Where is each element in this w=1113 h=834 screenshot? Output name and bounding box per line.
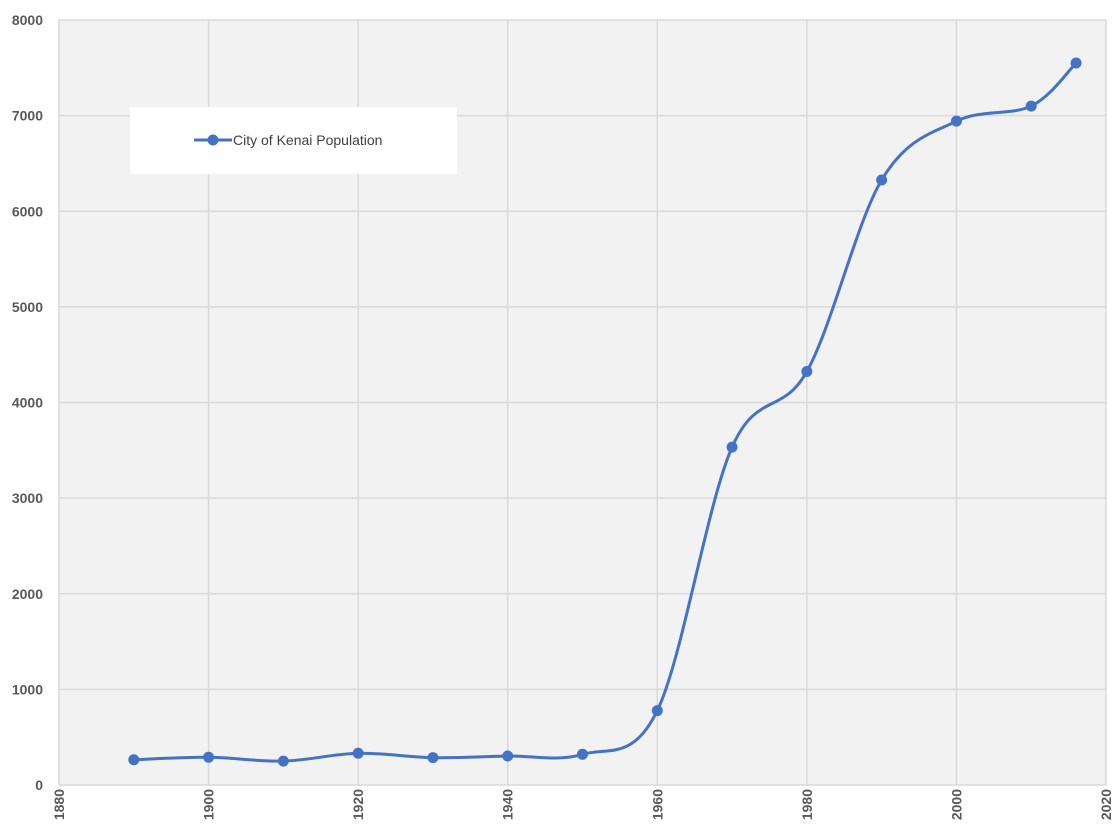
data-point (427, 752, 439, 764)
x-tick-label: 1980 (799, 789, 815, 820)
y-tick-label: 1000 (12, 681, 43, 697)
x-tick-label: 1880 (51, 789, 67, 820)
x-tick-label: 1940 (500, 789, 516, 820)
series-layer (128, 57, 1082, 767)
y-tick-label: 4000 (12, 395, 43, 411)
y-tick-label: 2000 (12, 586, 43, 602)
legend-label: City of Kenai Population (233, 132, 382, 148)
x-tick-label: 1960 (649, 789, 665, 820)
data-point (128, 754, 140, 766)
legend-box (130, 107, 457, 174)
data-point (651, 705, 663, 717)
data-point (203, 751, 215, 763)
y-tick-label: 0 (35, 777, 43, 793)
y-tick-label: 7000 (12, 108, 43, 124)
data-point (726, 441, 738, 453)
data-point (502, 750, 514, 762)
data-point (577, 748, 588, 760)
y-tick-label: 3000 (12, 490, 43, 506)
x-tick-label: 1920 (350, 789, 366, 820)
data-point (950, 115, 962, 127)
x-tick-label: 2020 (1098, 789, 1113, 820)
y-tick-label: 5000 (12, 299, 43, 315)
legend: City of Kenai Population (130, 107, 457, 174)
x-tick-label: 1900 (201, 789, 217, 820)
data-point (801, 366, 813, 378)
data-point (1025, 100, 1037, 112)
series-line (132, 61, 1078, 763)
data-point (1070, 57, 1082, 69)
data-point (876, 174, 888, 186)
data-point (352, 747, 364, 759)
axis-labels: 0 1000 2000 3000 4000 5000 6000 7000 8000 1880 190… (12, 12, 1113, 820)
data-point (277, 755, 289, 767)
y-tick-label: 8000 (12, 12, 43, 28)
legend-marker-swatch (207, 134, 219, 146)
y-tick-label: 6000 (12, 203, 43, 219)
x-tick-label: 2000 (948, 789, 964, 820)
